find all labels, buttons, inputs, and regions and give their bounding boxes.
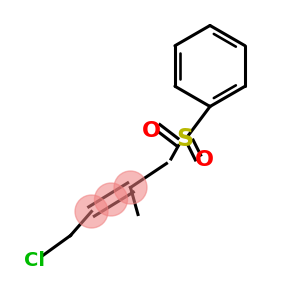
Circle shape: [94, 183, 128, 216]
Text: O: O: [142, 121, 161, 140]
Circle shape: [75, 195, 108, 228]
Circle shape: [114, 171, 147, 204]
Text: S: S: [176, 128, 193, 152]
Text: O: O: [194, 151, 214, 170]
Text: Cl: Cl: [24, 251, 45, 271]
